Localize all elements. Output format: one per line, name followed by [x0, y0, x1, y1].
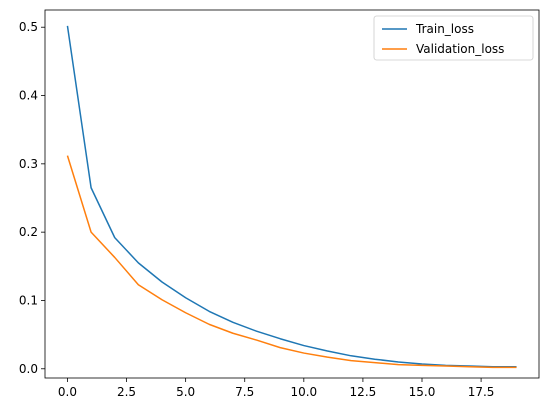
x-tick-label: 10.0 — [290, 385, 317, 399]
plot-area — [44, 9, 540, 379]
legend-label: Validation_loss — [416, 42, 504, 56]
x-axis: 0.0 2.5 5.0 7.5 10.0 12.5 15.0 17.5 — [58, 378, 495, 399]
plot-frame — [44, 9, 540, 379]
legend-label: Train_loss — [415, 22, 474, 36]
y-axis: 0.0 0.1 0.2 0.3 0.4 0.5 — [19, 20, 45, 376]
x-tick-label: 7.5 — [235, 385, 254, 399]
x-tick-label: 0.0 — [58, 385, 77, 399]
legend: Train_loss Validation_loss — [373, 15, 534, 61]
series-layer — [66, 25, 517, 369]
legend-box — [373, 15, 534, 61]
series-line-validation-loss — [66, 155, 517, 369]
x-tick-label: 15.0 — [409, 385, 436, 399]
x-tick-label: 17.5 — [468, 385, 495, 399]
y-tick-label: 0.5 — [19, 20, 38, 34]
y-tick-label: 0.1 — [19, 293, 38, 307]
x-tick-label: 12.5 — [350, 385, 377, 399]
y-tick-label: 0.2 — [19, 225, 38, 239]
y-tick-label: 0.3 — [19, 157, 38, 171]
y-tick-label: 0.0 — [19, 362, 38, 376]
series-line-train-loss — [66, 25, 517, 368]
x-tick-label: 5.0 — [176, 385, 195, 399]
y-tick-label: 0.4 — [19, 89, 38, 103]
x-tick-label: 2.5 — [117, 385, 136, 399]
